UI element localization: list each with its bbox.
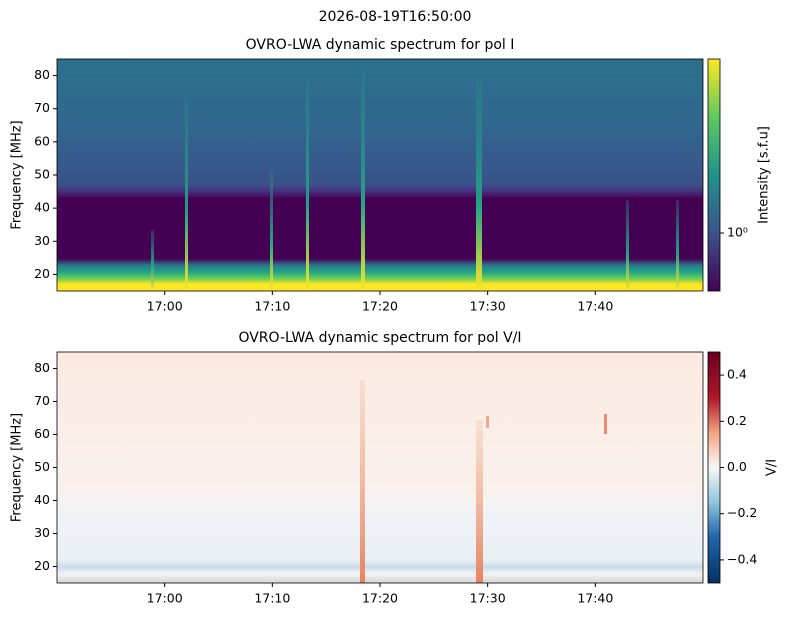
y-axis-label: Frequency [MHz] [10,120,25,229]
colorbar [707,351,721,584]
spectrum-image-i [57,59,703,291]
y-tick-label: 40 [34,200,50,215]
y-tick-label: 60 [34,133,50,148]
x-tick-label: 17:40 [577,591,613,606]
axes-title: OVRO-LWA dynamic spectrum for pol V/I [238,330,521,346]
axes-title: OVRO-LWA dynamic spectrum for pol I [246,37,515,53]
colorbar-label: V/I [765,459,780,476]
spectrum-image-vi [57,352,703,583]
colorbar-tick-label: 0.0 [727,459,747,474]
y-tick-label: 70 [34,393,50,408]
y-tick-label: 50 [34,459,50,474]
colorbar [707,58,721,292]
colorbar-tick-label: −0.4 [727,551,757,566]
x-tick-label: 17:40 [577,299,613,314]
colorbar-tick-label: 0.4 [727,367,747,382]
colorbar-tick-label: 0.2 [727,413,747,428]
y-tick-label: 20 [34,558,50,573]
x-tick-label: 17:20 [362,591,398,606]
y-tick-label: 20 [34,266,50,281]
y-tick-label: 40 [34,492,50,507]
y-tick-label: 30 [34,233,50,248]
x-tick-label: 17:30 [470,299,506,314]
colorbar-tick-label: 10⁰ [727,225,748,240]
x-tick-label: 17:00 [147,299,183,314]
y-tick-label: 50 [34,167,50,182]
colorbar-tick-label: −0.2 [727,505,757,520]
x-tick-label: 17:10 [254,299,290,314]
x-tick-label: 17:00 [147,591,183,606]
y-tick-label: 30 [34,525,50,540]
y-tick-label: 60 [34,426,50,441]
suptitle: 2026-08-19T16:50:00 [319,9,472,25]
y-tick-label: 80 [34,360,50,375]
colorbar-label: Intensity [s.f.u] [757,126,772,224]
y-tick-label: 80 [34,67,50,82]
x-tick-label: 17:20 [362,299,398,314]
x-tick-label: 17:30 [470,591,506,606]
x-tick-label: 17:10 [254,591,290,606]
y-tick-label: 70 [34,100,50,115]
y-axis-label: Frequency [MHz] [10,413,25,522]
